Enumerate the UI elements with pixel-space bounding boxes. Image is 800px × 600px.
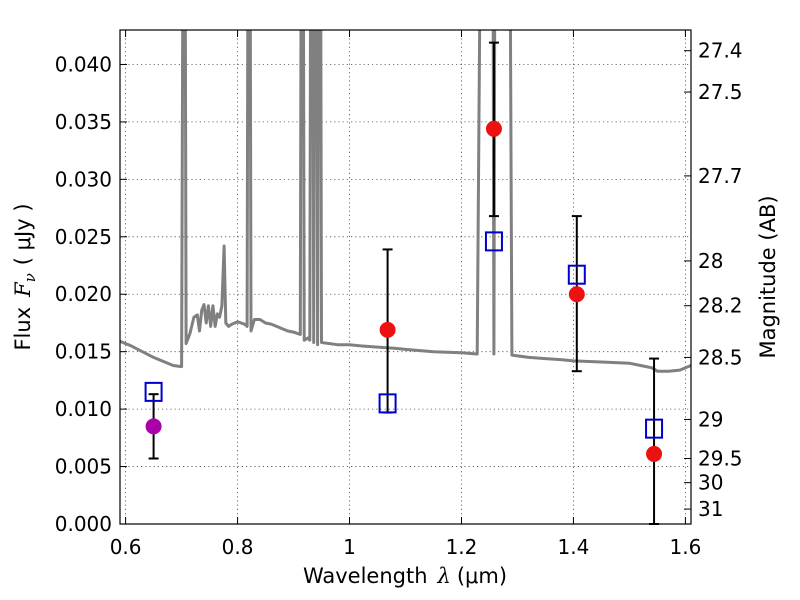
y-tick-label: 0.000 bbox=[55, 512, 112, 536]
model-square bbox=[144, 381, 163, 402]
observed-point bbox=[485, 120, 502, 137]
y2-axis-label: Magnitude (AB) bbox=[756, 195, 780, 358]
y-axis-label: FluxFν( μJy ) bbox=[11, 203, 39, 350]
x-tick-label: 1.2 bbox=[446, 535, 478, 559]
observed-point bbox=[646, 445, 663, 462]
y2-tick-label: 29.5 bbox=[698, 447, 743, 471]
grid bbox=[120, 30, 691, 525]
y2-tick-label: 28 bbox=[698, 249, 723, 273]
x-tick-label: 0.6 bbox=[110, 535, 142, 559]
x-tick-label: 1.4 bbox=[558, 535, 590, 559]
model-square bbox=[484, 231, 503, 252]
y-tick-label: 0.040 bbox=[55, 52, 112, 76]
y-tick-label: 0.025 bbox=[55, 225, 112, 249]
y2-tick-label: 30 bbox=[698, 471, 723, 495]
y-tick-label: 0.015 bbox=[55, 340, 112, 364]
model-square bbox=[378, 393, 397, 414]
x-tick-label: 1 bbox=[343, 535, 356, 559]
y2-tick-label: 27.4 bbox=[698, 39, 743, 63]
plot-frame bbox=[119, 29, 692, 525]
y-tick-label: 0.030 bbox=[55, 167, 112, 191]
x-tick-label: 0.8 bbox=[222, 535, 254, 559]
axis-ticks: 0.6 0.8 1 1.2 1.4 1.6 0.000 0.005 0.010 0.015 0.02… bbox=[55, 30, 743, 559]
y-tick-label: 0.035 bbox=[55, 110, 112, 134]
x-tick-label: 1.6 bbox=[669, 535, 701, 559]
y2-tick-label: 29 bbox=[698, 407, 723, 431]
y2-tick-label: 28.5 bbox=[698, 345, 743, 369]
data-marks bbox=[144, 41, 664, 525]
observed-point bbox=[568, 286, 585, 303]
model-square bbox=[567, 264, 586, 285]
y2-tick-label: 28.2 bbox=[698, 294, 743, 318]
y2-tick-label: 27.5 bbox=[698, 80, 743, 104]
observed-point bbox=[145, 418, 162, 435]
y2-tick-label: 27.7 bbox=[698, 164, 743, 188]
observed-point bbox=[379, 321, 396, 338]
spectrum-line bbox=[120, 30, 691, 373]
model-square bbox=[645, 418, 664, 439]
y-tick-label: 0.020 bbox=[55, 282, 112, 306]
x-axis-label: Wavelength λ (μm) bbox=[303, 564, 507, 588]
y-tick-label: 0.005 bbox=[55, 455, 112, 479]
y2-tick-label: 31 bbox=[698, 497, 723, 521]
y-tick-label: 0.010 bbox=[55, 397, 112, 421]
